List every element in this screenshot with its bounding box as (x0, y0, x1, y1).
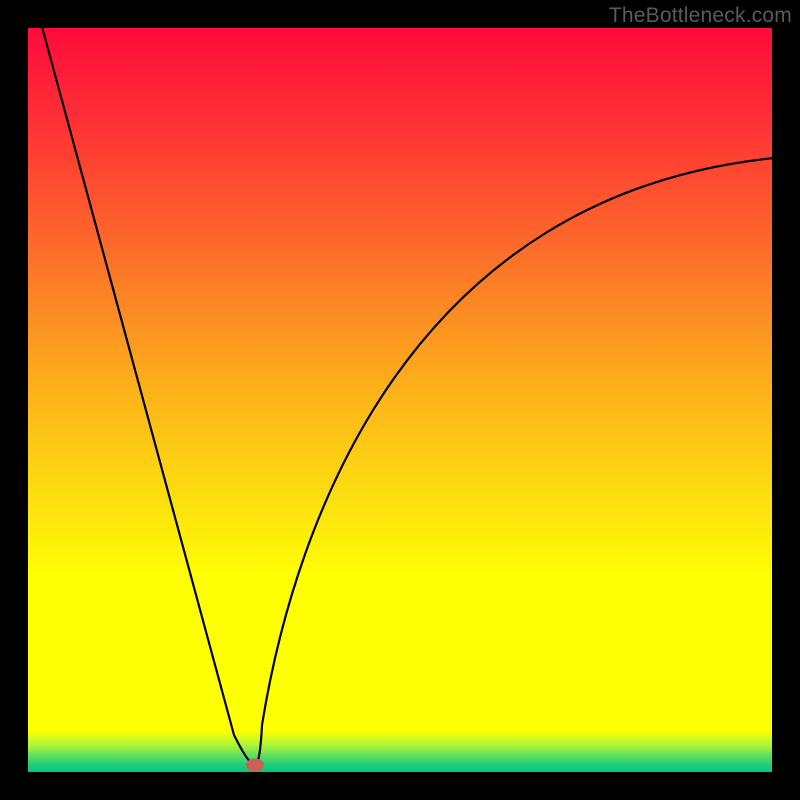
minimum-marker (246, 759, 264, 772)
chart-frame: TheBottleneck.com (0, 0, 800, 800)
watermark-text: TheBottleneck.com (609, 4, 792, 28)
chart-background (28, 28, 772, 772)
chart-svg (0, 0, 800, 800)
